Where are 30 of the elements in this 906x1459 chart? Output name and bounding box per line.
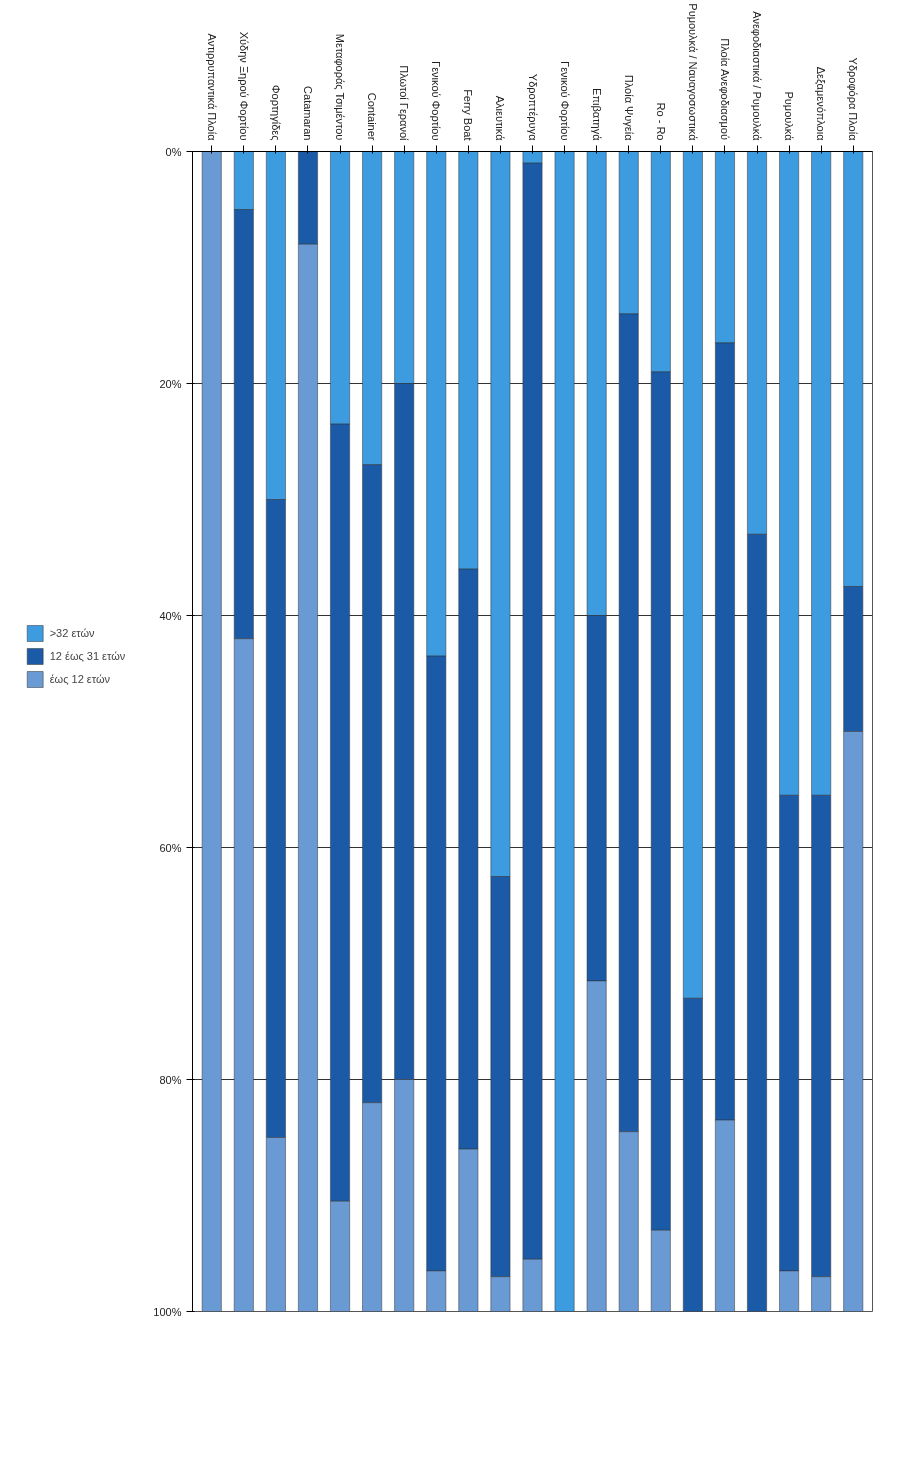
- y-tick-label: 100%: [153, 1305, 182, 1318]
- x-tick-label: Αντιρρυπαντικά Πλοία: [205, 33, 218, 142]
- x-tick-label: Ro - Ro: [654, 102, 667, 141]
- legend-label: 12 έως 31 ετών: [49, 649, 126, 662]
- x-tick-label: Container: [366, 92, 379, 141]
- x-tick-label: Χύδην Ξηρού Φορτίου: [237, 31, 250, 141]
- x-tick-label: Γενικού Φορτίου: [430, 61, 443, 141]
- x-tick-label: Μεταφοράς Τσιμέντου: [334, 33, 347, 141]
- y-tick-label: 60%: [159, 841, 182, 854]
- x-tick-label: Πλοία Ανεφοδιασμού: [718, 38, 731, 140]
- y-tick-label: 20%: [159, 377, 182, 390]
- x-tick-label: Catamaran: [301, 86, 314, 141]
- y-tick-label: 40%: [159, 609, 182, 622]
- y-tick-label: 80%: [159, 1073, 182, 1086]
- x-tick-label: Επιβατηγά: [590, 88, 603, 142]
- x-tick-label: Ferry Boat: [462, 89, 475, 141]
- x-tick-label: Αλιευτικά: [494, 95, 507, 142]
- legend-label: έως 12 ετών: [49, 672, 111, 685]
- x-tick-label: Δεξαμενόπλοια: [815, 66, 828, 142]
- x-tick-label: Ανεφοδιαστικά / Ρυμουλκά: [751, 11, 764, 142]
- x-tick-label: Πλωτοί Γερανοί: [398, 65, 411, 142]
- x-tick-label: Ρυμουλκά / Ναυαγοσωστικά: [686, 3, 699, 142]
- y-tick-label: 0%: [165, 145, 182, 158]
- x-tick-label: Γενικού Φορτίου: [558, 61, 571, 141]
- x-tick-label: Υδροπτέρυγα: [526, 73, 539, 142]
- x-tick-label: Ρυμουλκά: [783, 91, 796, 142]
- x-tick-label: Υδροφόρα Πλοία: [847, 57, 860, 142]
- legend-label: >32 ετών: [49, 626, 95, 639]
- x-tick-label: Φορτηγίδες: [269, 84, 282, 141]
- x-tick-label: Πλοία Ψυγεία: [622, 74, 635, 142]
